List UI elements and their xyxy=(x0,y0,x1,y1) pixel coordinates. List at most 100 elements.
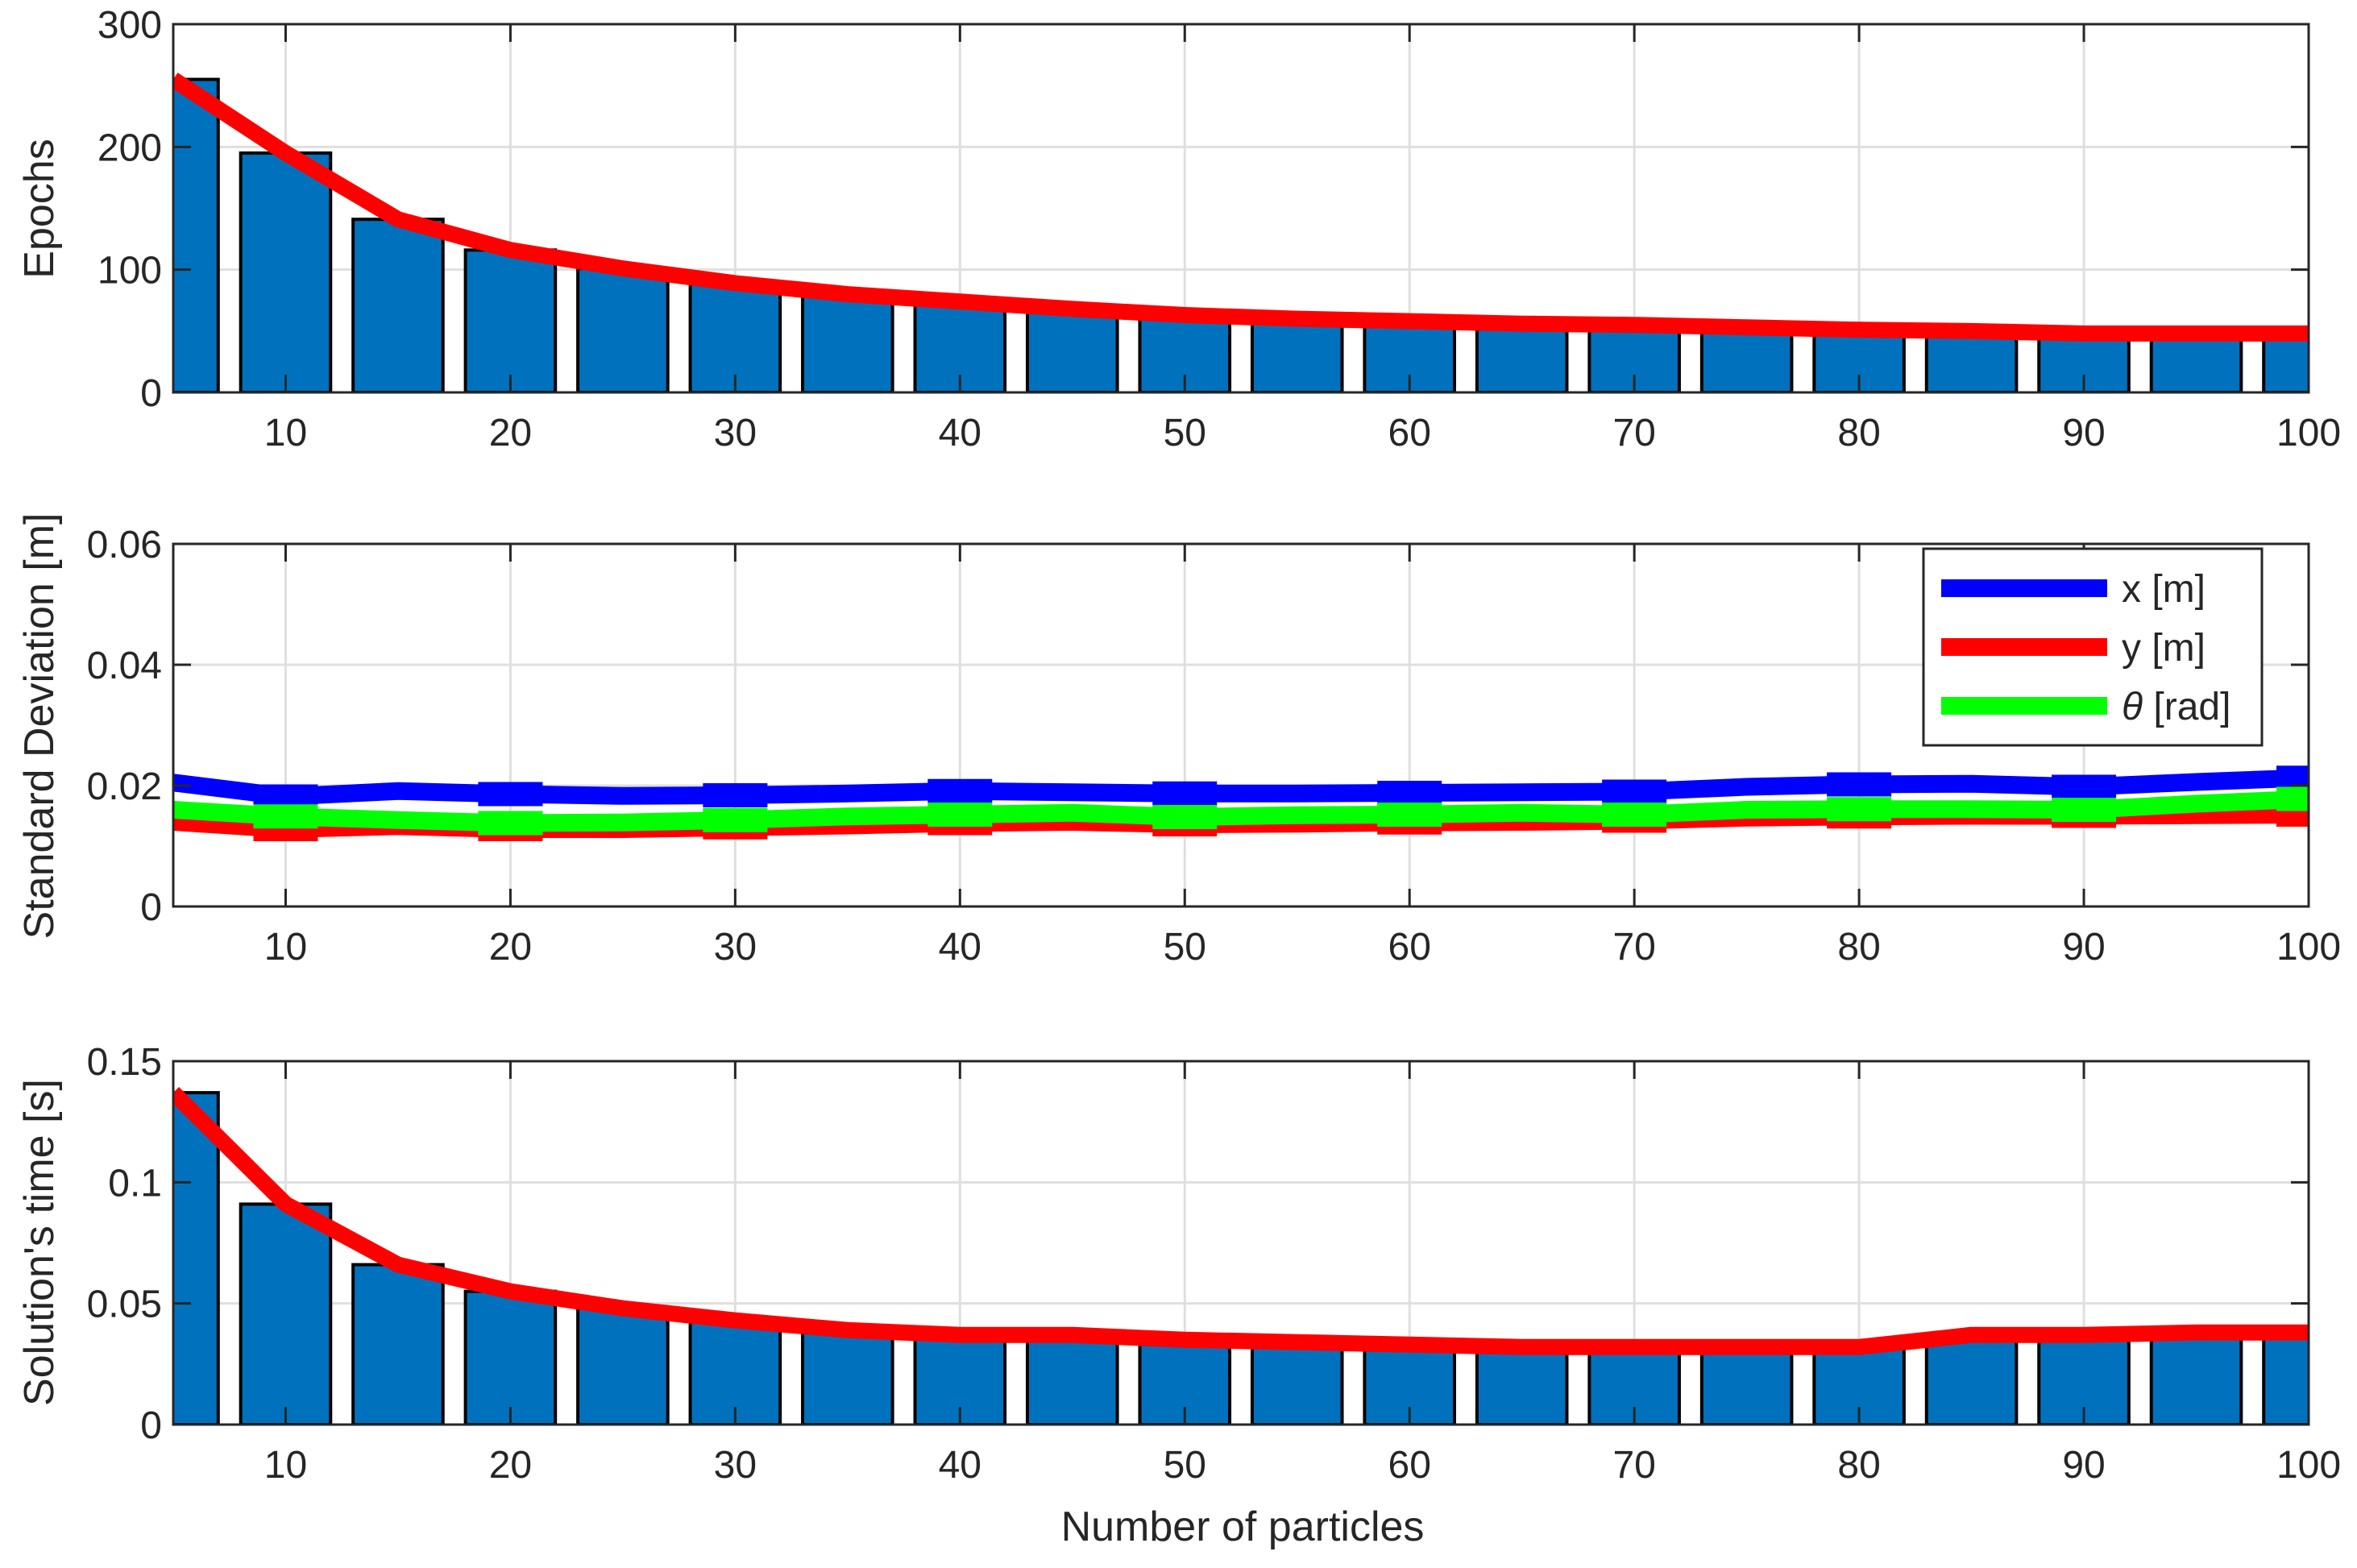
x-tick-label: 90 xyxy=(2062,412,2105,454)
x-tick-label: 20 xyxy=(489,926,532,969)
bar xyxy=(463,1289,558,1425)
y-tick-label: 0.04 xyxy=(87,645,162,687)
bar xyxy=(1924,1333,2019,1425)
x-tick-label: 40 xyxy=(939,926,981,969)
series-marker xyxy=(1152,805,1218,829)
y-tick-label: 300 xyxy=(98,4,162,47)
y-tick-label: 0 xyxy=(140,372,162,415)
series-marker xyxy=(2052,774,2117,799)
panel-epochs: 10 20 30 40 50 60 70 80 90 100 0 100 200 300 Epochs xyxy=(16,4,2341,454)
data-layer xyxy=(173,1086,2309,1425)
bar xyxy=(801,1328,894,1425)
x-tick-label: 40 xyxy=(939,1444,981,1487)
x-tick-label: 90 xyxy=(2062,1444,2105,1487)
series-marker xyxy=(1827,797,1892,822)
axes-box xyxy=(172,1060,2310,1426)
x-tick-label: 90 xyxy=(2062,926,2105,969)
bar xyxy=(1026,307,1119,392)
bar xyxy=(576,267,670,392)
bar xyxy=(801,292,894,392)
bar xyxy=(463,248,558,392)
ylabel-solution-time: Solution's time [s] xyxy=(16,1079,63,1406)
series-marker xyxy=(1377,803,1442,827)
bar xyxy=(1250,317,1344,392)
y-tick-label: 100 xyxy=(98,250,162,292)
data-layer xyxy=(173,765,2309,841)
x-tick-label: 50 xyxy=(1164,926,1206,969)
bar xyxy=(576,1306,670,1425)
series-marker xyxy=(703,807,768,832)
legend-symbol: θ xyxy=(2122,686,2143,728)
bar xyxy=(1026,1333,1119,1425)
bar xyxy=(2149,331,2243,392)
x-tick-label: 10 xyxy=(264,926,307,969)
legend-label: y [m] xyxy=(2122,627,2206,670)
x-tick-label: 10 xyxy=(264,1444,307,1487)
series-marker xyxy=(478,811,543,836)
series-marker xyxy=(2052,798,2117,822)
x-tick-label: 40 xyxy=(939,412,981,454)
x-tick-label: 100 xyxy=(2276,926,2341,969)
ylabel-epochs: Epochs xyxy=(16,139,63,278)
y-tick-label: 200 xyxy=(98,127,162,169)
series-marker xyxy=(1602,803,1667,827)
x-tick-label: 50 xyxy=(1164,1444,1206,1487)
series-marker xyxy=(927,778,993,803)
bar xyxy=(1924,329,2019,392)
trend-line xyxy=(173,1086,2309,1355)
bar xyxy=(2262,1330,2309,1425)
x-tick-label: 100 xyxy=(2276,412,2341,454)
series-marker xyxy=(703,783,768,807)
x-tick-label: 30 xyxy=(714,926,757,969)
x-tick-label: 60 xyxy=(1388,926,1431,969)
series-marker xyxy=(1152,781,1218,806)
panel-standard-deviation: 10 20 30 40 50 60 70 80 90 100 0 0.02 0.04 0.06 x [m] y… xyxy=(16,513,2341,969)
bar xyxy=(1475,1345,1569,1425)
y-tick-label: 0.06 xyxy=(87,524,162,566)
x-tick-label: 70 xyxy=(1612,412,1655,454)
x-tick-label: 20 xyxy=(489,1444,532,1487)
x-tick-label: 30 xyxy=(714,1444,757,1487)
x-tick-label: 60 xyxy=(1388,1444,1431,1487)
bar xyxy=(1475,321,1569,392)
y-tick-label: 0.15 xyxy=(87,1041,162,1084)
x-tick-label: 100 xyxy=(2276,1444,2341,1487)
x-tick-label: 80 xyxy=(1837,1444,1880,1487)
y-tick-label: 0.02 xyxy=(87,765,162,808)
x-tick-label: 10 xyxy=(264,412,307,454)
legend-label: x [m] xyxy=(2122,568,2206,611)
series-marker xyxy=(1602,779,1667,804)
panel-solution-time: Number of particles 10 20 30 40 50 60 70 80 90 10… xyxy=(16,1041,2341,1550)
x-tick-label: 70 xyxy=(1612,1444,1655,1487)
series-marker xyxy=(1377,781,1442,805)
bar xyxy=(351,218,445,392)
y-tick-label: 0 xyxy=(140,1404,162,1447)
x-tick-label: 60 xyxy=(1388,412,1431,454)
bar xyxy=(239,151,333,392)
y-tick-label: 0.1 xyxy=(108,1162,162,1205)
x-tick-label: 70 xyxy=(1612,926,1655,969)
series-marker xyxy=(253,804,318,829)
bar xyxy=(239,1202,333,1425)
ylabel-standard-deviation: Standard Deviation [m] xyxy=(16,513,63,940)
x-tick-label: 80 xyxy=(1837,412,1880,454)
data-layer xyxy=(173,73,2309,392)
x-tick-label: 80 xyxy=(1837,926,1880,969)
y-tick-label: 0.05 xyxy=(87,1284,162,1326)
y-tick-label: 0 xyxy=(140,886,162,929)
xlabel-number-of-particles: Number of particles xyxy=(1061,1504,1425,1550)
axes-box xyxy=(172,23,2310,394)
bar xyxy=(1699,326,1794,392)
x-tick-label: 50 xyxy=(1164,412,1206,454)
bar xyxy=(1250,1340,1344,1425)
series-marker xyxy=(478,782,543,807)
bar xyxy=(173,1091,220,1425)
series-marker xyxy=(927,803,993,827)
series-marker xyxy=(1827,772,1892,797)
x-tick-label: 30 xyxy=(714,412,757,454)
axes-box xyxy=(172,542,2310,908)
trend-line xyxy=(173,73,2309,342)
series-marker xyxy=(2276,786,2309,811)
x-tick-label: 20 xyxy=(489,412,532,454)
